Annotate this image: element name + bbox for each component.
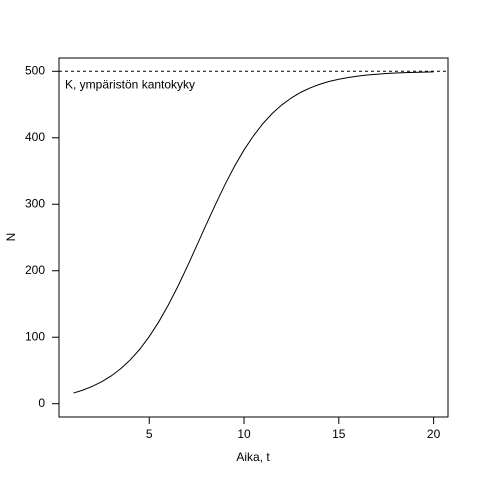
plot-box (58, 57, 449, 418)
y-axis-label: N (4, 233, 18, 242)
x-tick-label: 5 (146, 427, 153, 441)
y-tick-label: 300 (25, 196, 45, 210)
y-tick-label: 400 (25, 130, 45, 144)
x-tick-label: 10 (237, 427, 251, 441)
annotation: K, ympäristön kantokyky (65, 77, 195, 91)
x-axis-label: Aika, t (236, 450, 270, 464)
y-tick-label: 0 (38, 396, 45, 410)
y-tick-label: 200 (25, 263, 45, 277)
y-tick-label: 100 (25, 329, 45, 343)
line (73, 71, 434, 394)
y-tick-label: 500 (25, 63, 45, 77)
x-tick-label: 20 (427, 427, 441, 441)
x-tick-label: 15 (332, 427, 346, 441)
